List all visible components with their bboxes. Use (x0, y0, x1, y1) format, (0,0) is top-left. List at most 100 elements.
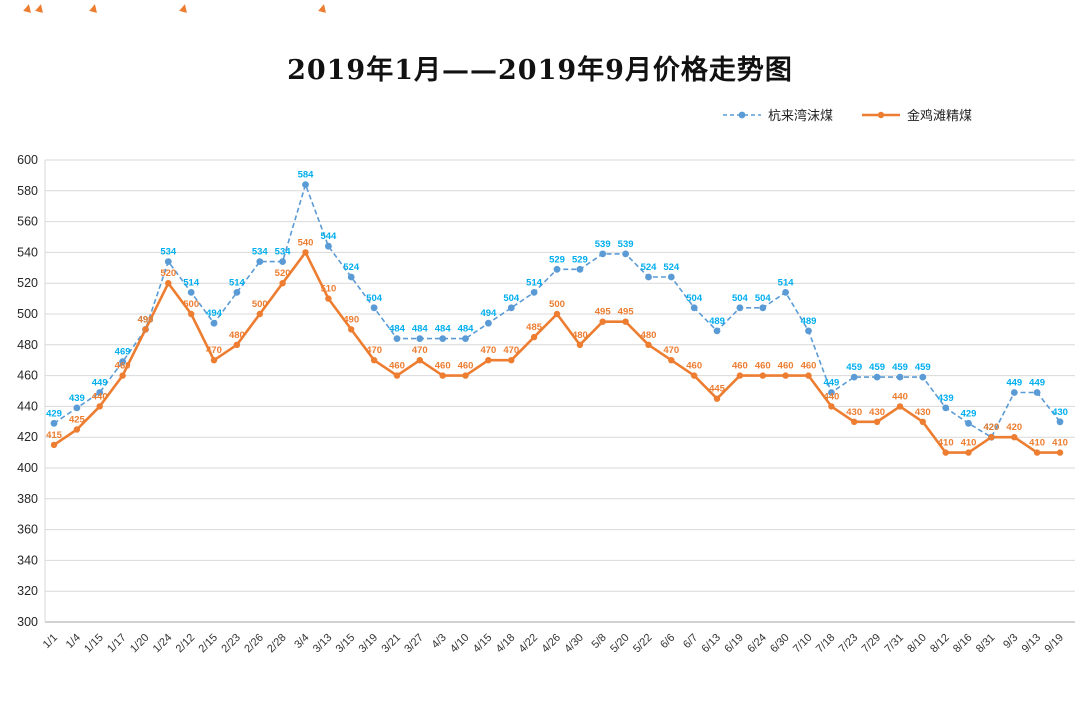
legend-item-jinjitan[interactable]: 金鸡滩精煤 (861, 105, 972, 124)
data-point[interactable] (942, 404, 950, 412)
data-point[interactable] (896, 403, 904, 410)
data-point[interactable] (119, 372, 126, 379)
data-point[interactable] (759, 372, 766, 379)
data-point[interactable] (599, 318, 606, 325)
data-point[interactable] (691, 372, 698, 379)
data-point[interactable] (302, 249, 309, 256)
data-point[interactable] (1056, 449, 1064, 456)
data-point[interactable] (233, 289, 241, 296)
data-point[interactable] (325, 295, 332, 302)
data-point[interactable] (622, 318, 629, 325)
data-point[interactable] (1010, 389, 1018, 396)
x-axis-tick-label: 1/15 (82, 632, 106, 656)
data-point[interactable] (988, 434, 995, 441)
data-point[interactable] (553, 310, 561, 318)
data-point[interactable] (553, 265, 561, 273)
data-point[interactable] (919, 418, 926, 425)
data-label: 480 (641, 330, 657, 341)
data-point[interactable] (370, 304, 378, 312)
data-point[interactable] (210, 319, 218, 327)
data-point[interactable] (188, 310, 195, 318)
data-point[interactable] (965, 449, 972, 456)
x-axis-tick-label: 5/20 (608, 632, 632, 656)
data-point[interactable] (736, 304, 744, 312)
data-point[interactable] (325, 242, 332, 250)
x-axis-tick-label: 2/15 (196, 632, 220, 656)
data-point[interactable] (96, 389, 104, 396)
data-point[interactable] (165, 280, 172, 287)
data-point[interactable] (599, 250, 607, 258)
data-point[interactable] (576, 265, 584, 273)
x-axis-tick-label: 3/19 (357, 632, 381, 656)
data-point[interactable] (1011, 434, 1018, 441)
data-point[interactable] (187, 289, 195, 296)
data-point[interactable] (348, 326, 355, 333)
data-point[interactable] (736, 372, 744, 379)
series-line-solid[interactable] (53, 251, 1060, 454)
data-point[interactable] (462, 335, 469, 342)
data-point[interactable] (530, 289, 538, 296)
data-point[interactable] (50, 441, 58, 449)
data-point[interactable] (302, 181, 309, 189)
legend-item-hanglaiwan[interactable]: 杭来湾沫煤 (722, 105, 833, 124)
data-point[interactable] (667, 273, 675, 281)
data-point[interactable] (713, 395, 721, 402)
data-point[interactable] (873, 418, 881, 425)
data-point[interactable] (1056, 418, 1064, 426)
data-point[interactable] (507, 304, 515, 312)
x-axis-tick-label: 2/26 (242, 632, 266, 656)
data-point[interactable] (668, 357, 675, 364)
data-point[interactable] (347, 273, 355, 281)
data-point[interactable] (462, 372, 469, 379)
data-point[interactable] (942, 449, 949, 456)
data-label: 504 (686, 293, 703, 304)
data-point[interactable] (1033, 449, 1041, 456)
data-point[interactable] (279, 280, 286, 287)
data-point[interactable] (805, 372, 812, 379)
data-point[interactable] (645, 273, 652, 281)
data-point[interactable] (233, 341, 241, 348)
data-point[interactable] (96, 403, 103, 410)
data-point[interactable] (622, 250, 629, 258)
data-point[interactable] (393, 372, 401, 379)
data-point[interactable] (256, 310, 263, 318)
data-point[interactable] (439, 372, 446, 379)
data-point[interactable] (828, 389, 835, 396)
data-label: 449 (1006, 378, 1022, 389)
data-point[interactable] (896, 373, 904, 381)
data-point[interactable] (393, 335, 401, 342)
data-point[interactable] (210, 357, 218, 364)
data-point[interactable] (1033, 389, 1041, 396)
data-point[interactable] (439, 335, 447, 342)
data-label: 514 (183, 277, 200, 288)
data-point[interactable] (485, 319, 492, 327)
data-point[interactable] (119, 358, 126, 366)
data-point[interactable] (828, 403, 835, 410)
data-point[interactable] (164, 258, 172, 265)
data-point[interactable] (73, 426, 81, 433)
data-point[interactable] (690, 304, 698, 312)
data-point[interactable] (256, 258, 264, 265)
data-point[interactable] (50, 419, 58, 427)
data-point[interactable] (279, 258, 286, 265)
data-point[interactable] (416, 335, 424, 342)
data-point[interactable] (850, 373, 858, 381)
data-point[interactable] (782, 372, 789, 379)
data-point[interactable] (965, 419, 972, 427)
data-point[interactable] (782, 289, 789, 296)
data-point[interactable] (485, 357, 492, 364)
data-point[interactable] (759, 304, 767, 312)
data-point[interactable] (73, 404, 81, 412)
data-point[interactable] (370, 357, 378, 364)
data-point[interactable] (919, 373, 927, 381)
data-point[interactable] (508, 357, 515, 364)
data-point[interactable] (805, 327, 812, 335)
data-point[interactable] (713, 327, 721, 335)
data-point[interactable] (142, 326, 149, 333)
data-point[interactable] (851, 418, 858, 425)
data-point[interactable] (416, 357, 423, 364)
data-point[interactable] (576, 341, 584, 348)
data-point[interactable] (645, 341, 652, 348)
data-point[interactable] (873, 373, 881, 381)
data-point[interactable] (530, 333, 538, 341)
